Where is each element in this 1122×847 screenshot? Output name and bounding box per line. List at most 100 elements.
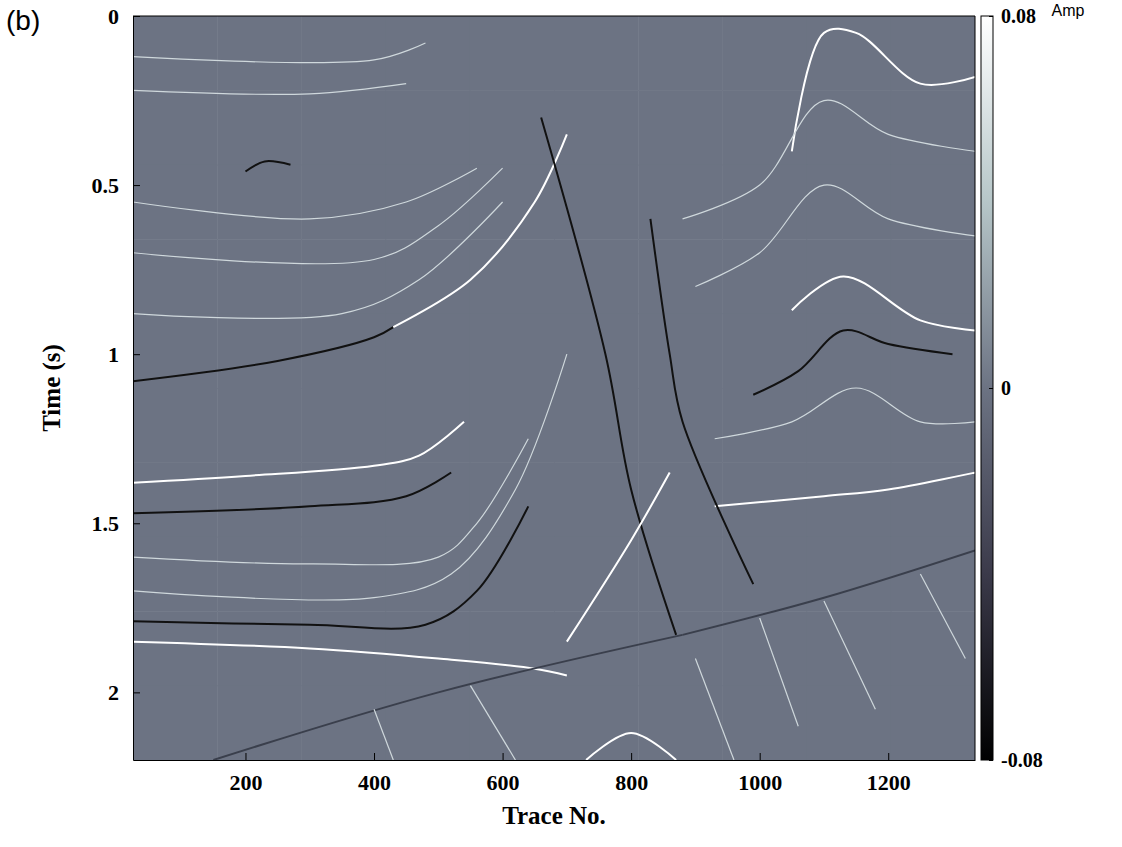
cell — [386, 611, 471, 686]
reflector — [715, 388, 975, 439]
tick-label: -0.08 — [1001, 749, 1043, 771]
cell — [807, 462, 892, 537]
cell — [301, 90, 386, 165]
cell — [638, 90, 723, 165]
cell — [891, 462, 975, 537]
cell — [722, 388, 807, 463]
cell — [217, 537, 302, 612]
cell — [217, 239, 302, 314]
tick: 1200 — [867, 753, 911, 795]
reflector — [695, 185, 975, 287]
cell — [217, 686, 302, 760]
cell — [807, 16, 892, 91]
cell — [386, 462, 471, 537]
cell — [554, 462, 639, 537]
tick-mark — [245, 753, 246, 760]
reflector — [586, 733, 676, 760]
reflector — [245, 161, 290, 171]
reflector — [567, 473, 670, 642]
tick-label: 1200 — [867, 770, 911, 795]
cell — [470, 165, 555, 240]
cell — [891, 686, 975, 760]
cell — [386, 537, 471, 612]
cell — [722, 16, 807, 91]
cell — [133, 537, 218, 612]
reflector — [133, 473, 451, 514]
cell — [554, 388, 639, 463]
cell — [638, 239, 723, 314]
cell — [217, 388, 302, 463]
cell — [133, 239, 218, 314]
reflector — [393, 134, 567, 327]
cell — [638, 611, 723, 686]
cell — [722, 314, 807, 389]
axis: 00.511.52 — [92, 4, 141, 761]
cell — [638, 388, 723, 463]
panel-label: (b) — [6, 5, 40, 36]
axis-line — [993, 17, 994, 761]
axis-title: Time (s) — [38, 344, 66, 432]
axis: 20040060080010001200 — [134, 753, 976, 795]
tick: 600 — [487, 753, 520, 795]
tick-label: 600 — [487, 770, 520, 795]
reflector — [920, 574, 965, 659]
cell — [301, 165, 386, 240]
reflector — [760, 618, 799, 726]
cell — [133, 686, 218, 760]
reflector — [133, 642, 567, 676]
reflector — [541, 117, 676, 634]
tick: 200 — [229, 753, 262, 795]
tick-mark — [888, 753, 889, 760]
cell — [891, 165, 975, 240]
reflector — [374, 709, 393, 760]
cell — [470, 686, 555, 760]
cell — [722, 239, 807, 314]
tick-mark — [760, 753, 761, 760]
cell — [554, 239, 639, 314]
reflector — [133, 327, 393, 381]
reflector — [133, 439, 528, 565]
tick-mark — [503, 753, 504, 760]
reflector — [133, 168, 477, 219]
reflector — [824, 601, 875, 709]
cell — [554, 90, 639, 165]
cell — [554, 16, 639, 91]
tick-label: 200 — [229, 770, 262, 795]
tick: 2 — [108, 680, 140, 705]
cell — [386, 686, 471, 760]
colorbar — [981, 16, 993, 760]
tick-mark — [133, 185, 140, 186]
reflector — [133, 84, 406, 95]
reflector — [715, 473, 975, 507]
cell — [722, 90, 807, 165]
tick-mark — [989, 760, 993, 761]
cell — [638, 314, 723, 389]
cell — [470, 90, 555, 165]
plot-area — [133, 16, 975, 760]
tick: 1.5 — [92, 511, 141, 536]
cell — [470, 537, 555, 612]
axis-line — [133, 17, 134, 761]
cell — [301, 314, 386, 389]
cell — [807, 388, 892, 463]
tick-label: 0.08 — [1001, 5, 1036, 27]
cell — [554, 686, 639, 760]
tick: 400 — [358, 753, 391, 795]
cell — [554, 314, 639, 389]
reflector — [133, 168, 503, 264]
cell — [807, 537, 892, 612]
cell — [470, 16, 555, 91]
cell — [807, 165, 892, 240]
colorbar-title: Amp — [1052, 2, 1085, 19]
cell — [301, 16, 386, 91]
cell — [470, 239, 555, 314]
cell — [133, 165, 218, 240]
reflector — [133, 422, 464, 483]
cell — [386, 239, 471, 314]
reflector — [683, 550, 975, 635]
tick-mark — [989, 388, 993, 389]
cell — [133, 90, 218, 165]
cell — [133, 388, 218, 463]
axis-title: Trace No. — [502, 802, 606, 829]
tick-label: 400 — [358, 770, 391, 795]
